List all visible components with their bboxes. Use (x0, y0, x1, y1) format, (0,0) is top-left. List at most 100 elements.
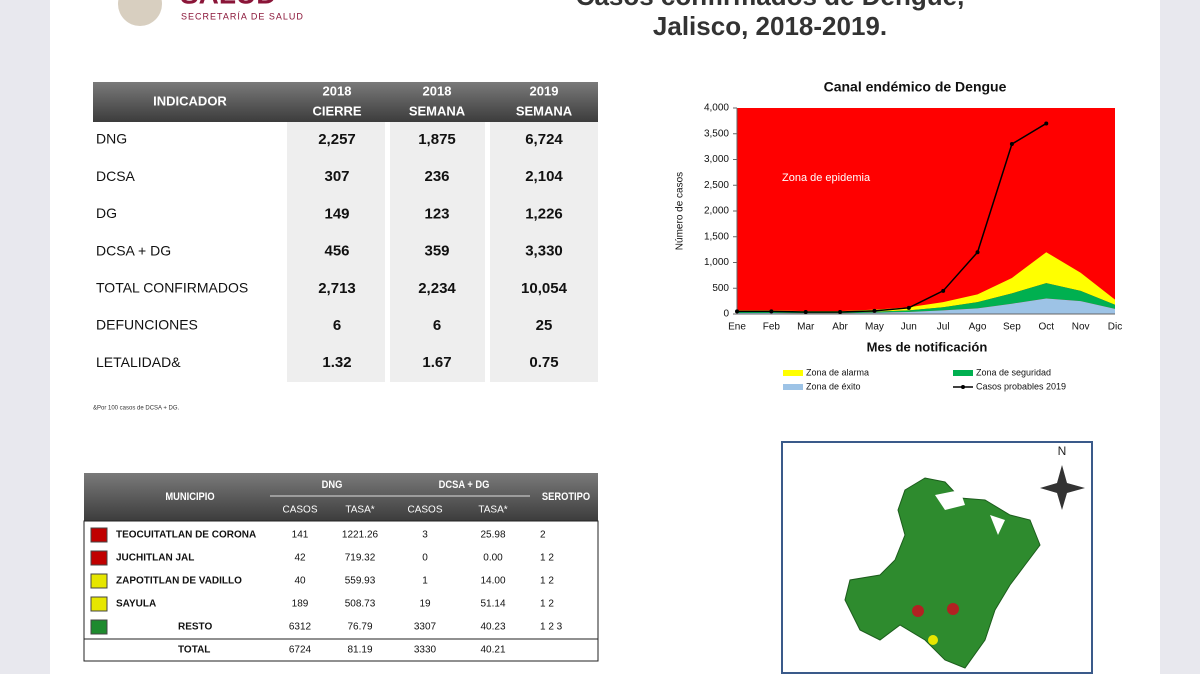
column-subheader: TASA* (478, 505, 507, 516)
area (737, 283, 1115, 314)
y-tick-label: 0 (723, 309, 729, 320)
cell-value: 6 (333, 317, 341, 334)
x-tick-label: Feb (763, 322, 781, 333)
risk-swatch (90, 550, 108, 566)
point (803, 309, 808, 314)
y-tick-label: 3,500 (704, 128, 729, 139)
map-hole (935, 490, 1005, 535)
cell-value: 1 2 (540, 599, 554, 610)
column-header: 2018 (323, 83, 352, 98)
column-header: MUNICIPIO (165, 491, 214, 503)
title-line: Casos confirmados de Dengue, (576, 0, 965, 11)
cell-value: 0.75 (529, 354, 558, 371)
legend-label: Zona de seguridad (976, 367, 1051, 377)
column-subheader: CASOS (282, 505, 317, 516)
cell-value: 307 (324, 168, 349, 185)
cell-value: 3307 (414, 622, 437, 633)
table-header (84, 473, 598, 521)
column-subheader: CASOS (407, 505, 442, 516)
column-header: 2019 (530, 83, 559, 98)
risk-swatch (90, 573, 108, 589)
legend-label: Casos probables 2019 (976, 381, 1066, 391)
cell-value: 2 (540, 530, 546, 541)
map: N (781, 441, 1093, 674)
municipio-name: TOTAL (178, 645, 210, 656)
row-label: DNG (96, 131, 127, 147)
footnote: &Por 100 casos de DCSA + DG. (93, 406, 180, 412)
table-body (83, 520, 599, 662)
x-tick-label: Nov (1072, 322, 1090, 333)
cell-value: 1 2 3 (540, 622, 563, 633)
annotation: Zona de epidemia (782, 172, 871, 184)
cell-value: 141 (292, 530, 309, 541)
cell-value: 2,104 (525, 168, 563, 185)
cell-value: 40.21 (480, 645, 505, 656)
cell-value: 1221.26 (342, 530, 379, 541)
cell-value: 6312 (289, 622, 312, 633)
point (872, 308, 877, 313)
cell-value: 6724 (289, 645, 312, 656)
chart-title: Canal endémico de Dengue (824, 79, 1007, 95)
point (769, 309, 774, 314)
cell-value: 6,724 (525, 131, 563, 148)
column-header: DNG (322, 479, 343, 491)
point (1044, 121, 1049, 126)
indicator-table (93, 82, 598, 382)
title-line: Jalisco, 2018-2019. (653, 11, 887, 41)
point (838, 309, 843, 314)
area (737, 298, 1115, 314)
cell-value: 2,234 (418, 280, 456, 297)
cell-value: 0.00 (483, 553, 503, 564)
row-label: TOTAL CONFIRMADOS (96, 280, 248, 296)
cell-value: 149 (324, 205, 349, 222)
column-header: SEMANA (409, 103, 466, 118)
cell-value: 6 (433, 317, 441, 334)
logo-emblem (118, 0, 162, 26)
x-tick-label: Abr (832, 322, 848, 333)
y-tick-label: 3,000 (704, 154, 729, 165)
municipio-name: RESTO (178, 622, 212, 633)
row-label: DCSA (96, 168, 136, 184)
risk-swatch (90, 527, 108, 543)
y-tick-label: 1,000 (704, 257, 729, 268)
y-axis-label: Número de casos (675, 172, 686, 250)
line (737, 122, 1047, 313)
logo: SALUD (180, 0, 276, 9)
legend-swatch (783, 370, 803, 376)
cell-value: 1,226 (525, 205, 563, 222)
y-tick-label: 2,000 (704, 206, 729, 217)
column-header: SEMANA (516, 103, 573, 118)
column-header: INDICADOR (153, 93, 227, 108)
column-header: DCSA + DG (439, 479, 490, 491)
cell-value: 19 (419, 599, 431, 610)
column-subheader: TASA* (345, 505, 374, 516)
municipio-name: JUCHITLAN JAL (116, 553, 194, 564)
row-label: DEFUNCIONES (96, 317, 198, 333)
cell-value: 456 (324, 243, 349, 260)
point (906, 305, 911, 310)
cell-value: 1.32 (322, 354, 351, 371)
municipio-name: SAYULA (116, 599, 156, 610)
legend-swatch (961, 385, 965, 389)
municipio-table (83, 473, 599, 662)
agency: SECRETARÍA DE SALUD (181, 11, 304, 21)
risk-swatch (90, 619, 108, 635)
cell-value: 40.23 (480, 622, 505, 633)
cell-value: 1 (422, 576, 428, 587)
x-tick-label: Jun (901, 322, 917, 333)
cell-value: 2,713 (318, 280, 356, 297)
y-tick-label: 1,500 (704, 231, 729, 242)
x-tick-label: Dic (1108, 322, 1122, 333)
map-region (844, 477, 1041, 669)
column-shade (287, 122, 385, 382)
legend-label: Zona de alarma (806, 367, 869, 377)
table-header (93, 82, 598, 122)
x-tick-label: May (865, 322, 884, 333)
row-label: LETALIDAD& (96, 354, 181, 370)
municipio-name: TEOCUITATLAN DE CORONA (116, 530, 256, 541)
cell-value: 1.67 (422, 354, 451, 371)
cell-value: 123 (424, 205, 449, 222)
column-header: SEROTIPO (542, 491, 590, 503)
